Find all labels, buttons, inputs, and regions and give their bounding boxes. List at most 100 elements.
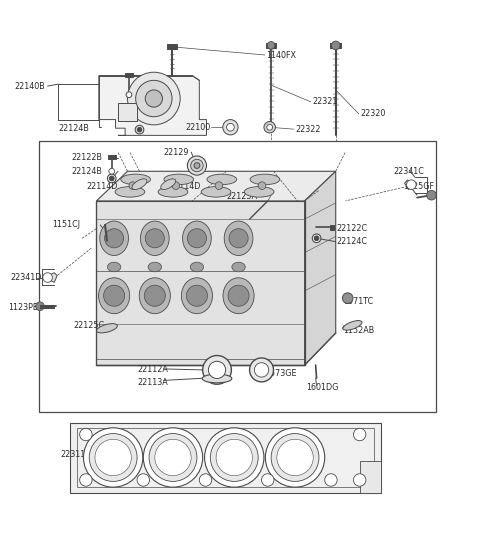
Text: 1123PB: 1123PB <box>8 303 38 312</box>
Bar <box>330 43 341 48</box>
Text: 22129: 22129 <box>163 147 189 156</box>
Circle shape <box>267 124 273 130</box>
Text: 22311: 22311 <box>60 450 86 459</box>
Ellipse shape <box>207 174 237 185</box>
Circle shape <box>250 358 274 382</box>
Ellipse shape <box>232 262 245 272</box>
Ellipse shape <box>161 179 176 190</box>
Circle shape <box>223 120 238 135</box>
Circle shape <box>427 191 436 200</box>
Ellipse shape <box>190 262 204 272</box>
Ellipse shape <box>148 262 161 272</box>
Circle shape <box>135 125 144 134</box>
Circle shape <box>187 229 206 248</box>
Circle shape <box>228 285 249 306</box>
Text: 22140B: 22140B <box>14 82 45 91</box>
Ellipse shape <box>132 179 147 190</box>
Text: 22322: 22322 <box>295 124 321 134</box>
Circle shape <box>186 285 207 306</box>
Circle shape <box>137 127 142 132</box>
Ellipse shape <box>182 221 211 255</box>
Circle shape <box>109 168 115 174</box>
Bar <box>118 103 137 121</box>
Circle shape <box>104 285 125 306</box>
Circle shape <box>137 474 150 486</box>
Circle shape <box>210 434 258 482</box>
Circle shape <box>89 434 137 482</box>
Ellipse shape <box>250 174 280 185</box>
Circle shape <box>353 474 366 486</box>
Circle shape <box>145 229 164 248</box>
Circle shape <box>144 285 165 306</box>
Circle shape <box>43 273 52 282</box>
Circle shape <box>194 163 200 168</box>
Text: 1140FX: 1140FX <box>266 51 296 60</box>
Circle shape <box>254 363 269 377</box>
Circle shape <box>312 234 321 242</box>
Ellipse shape <box>141 221 169 255</box>
Circle shape <box>155 439 191 476</box>
Polygon shape <box>70 422 381 493</box>
Circle shape <box>216 439 252 476</box>
Circle shape <box>105 229 124 248</box>
Ellipse shape <box>224 221 253 255</box>
Text: 22321: 22321 <box>313 97 338 106</box>
Circle shape <box>267 42 275 49</box>
Circle shape <box>84 428 143 487</box>
Circle shape <box>229 229 248 248</box>
Circle shape <box>80 428 92 441</box>
Bar <box>108 155 116 159</box>
Circle shape <box>145 90 162 107</box>
Ellipse shape <box>244 186 274 197</box>
Text: 22124B: 22124B <box>72 167 102 176</box>
Circle shape <box>227 123 234 131</box>
Circle shape <box>199 474 212 486</box>
Circle shape <box>264 122 276 133</box>
Circle shape <box>136 80 172 117</box>
Circle shape <box>204 428 264 487</box>
Circle shape <box>203 356 231 384</box>
Ellipse shape <box>115 186 145 197</box>
Circle shape <box>128 72 180 125</box>
Circle shape <box>144 428 203 487</box>
Bar <box>125 73 133 77</box>
Ellipse shape <box>100 221 129 255</box>
Circle shape <box>36 302 44 311</box>
Ellipse shape <box>181 278 213 313</box>
Circle shape <box>331 41 340 50</box>
Text: 22100: 22100 <box>185 123 210 132</box>
Circle shape <box>108 174 116 183</box>
Ellipse shape <box>121 174 151 185</box>
Ellipse shape <box>96 324 118 333</box>
Text: 1152AB: 1152AB <box>343 326 374 335</box>
Circle shape <box>172 182 180 190</box>
Circle shape <box>277 439 313 476</box>
Circle shape <box>353 428 366 441</box>
Circle shape <box>126 92 132 98</box>
Text: 22124B: 22124B <box>58 124 89 133</box>
Polygon shape <box>96 201 305 365</box>
Circle shape <box>80 474 92 486</box>
Text: 22114D: 22114D <box>169 182 201 191</box>
Ellipse shape <box>158 186 188 197</box>
Circle shape <box>262 474 274 486</box>
Bar <box>167 44 177 49</box>
Ellipse shape <box>201 186 231 197</box>
Ellipse shape <box>202 374 232 383</box>
Bar <box>330 225 334 230</box>
Bar <box>77 428 374 487</box>
Text: 22124C: 22124C <box>336 237 368 246</box>
Circle shape <box>191 159 203 172</box>
Text: 22125A: 22125A <box>227 192 258 201</box>
Text: 22113A: 22113A <box>137 378 168 387</box>
Circle shape <box>324 474 337 486</box>
Polygon shape <box>44 273 57 282</box>
Circle shape <box>208 362 226 379</box>
Bar <box>39 141 436 412</box>
Text: 1573GE: 1573GE <box>265 369 296 378</box>
Text: 1571TC: 1571TC <box>343 297 373 306</box>
Text: 22320: 22320 <box>360 109 386 119</box>
Text: 22114D: 22114D <box>86 182 117 191</box>
Text: 22341C: 22341C <box>393 167 424 176</box>
Polygon shape <box>99 75 206 136</box>
